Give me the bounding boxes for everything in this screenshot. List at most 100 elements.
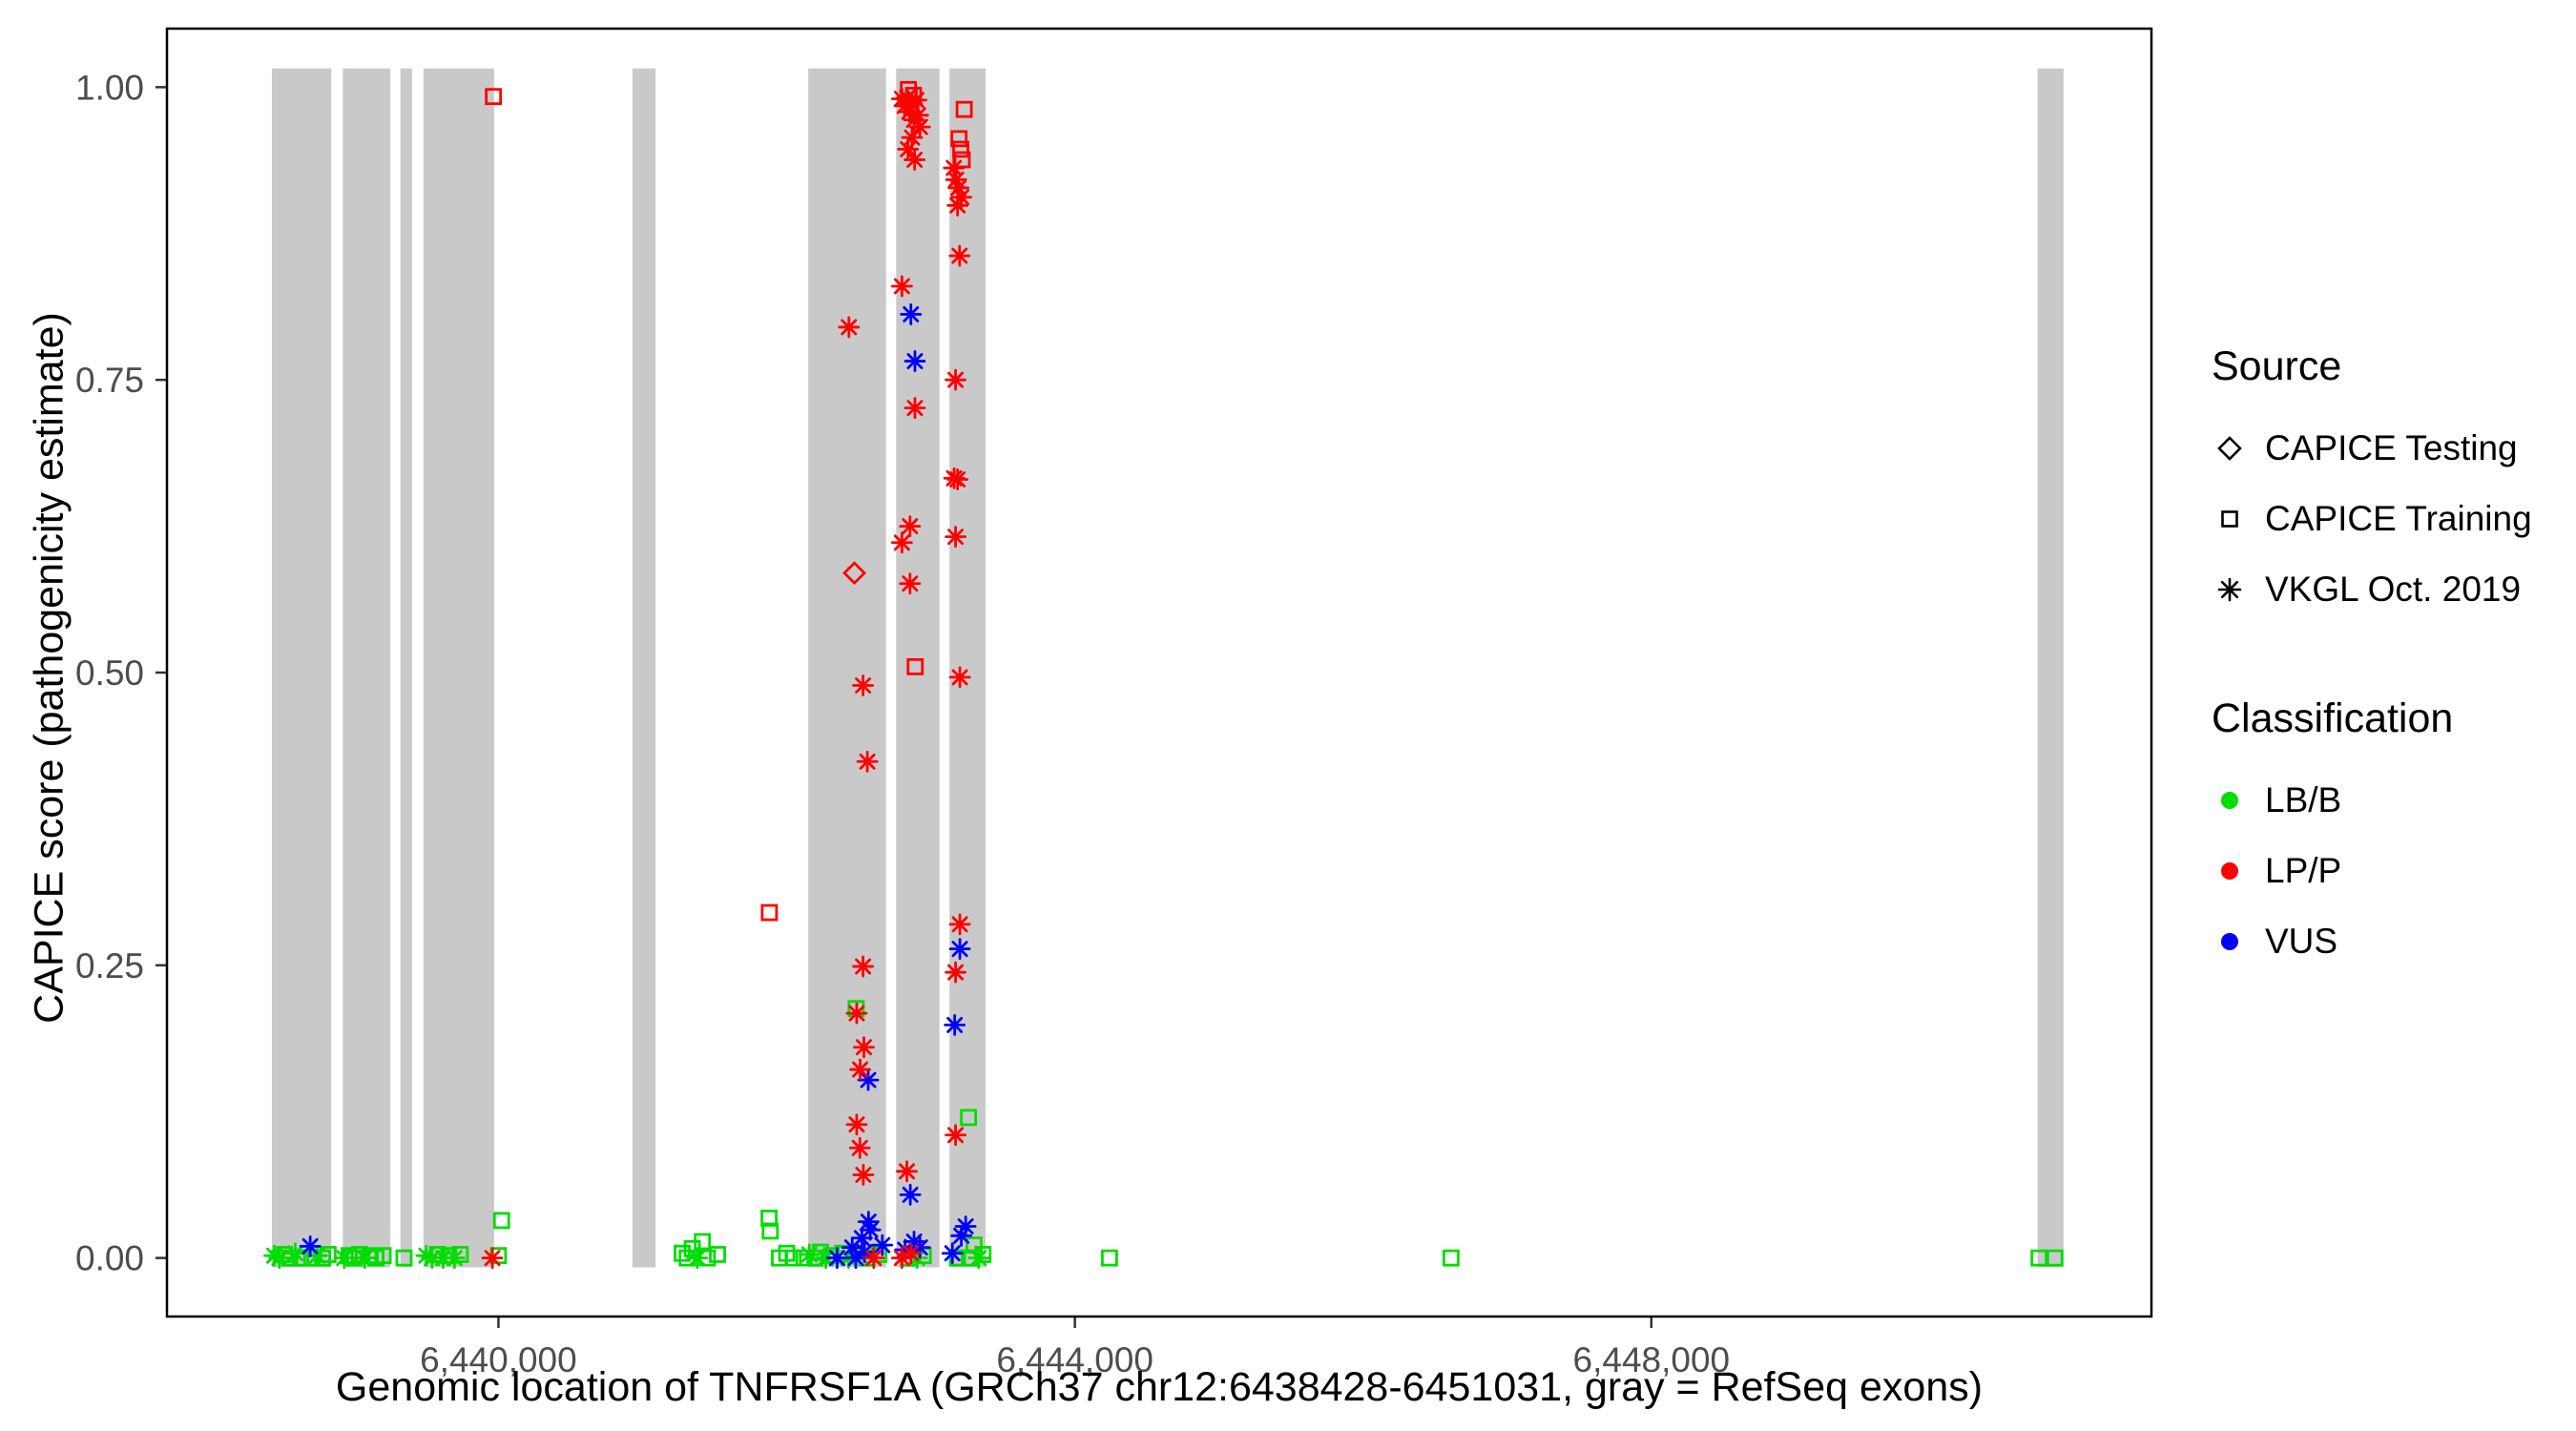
data-point xyxy=(284,1242,306,1265)
legend-item-vkgl: VKGL Oct. 2019 xyxy=(2212,554,2532,625)
data-point xyxy=(850,1227,873,1250)
exon-band xyxy=(949,68,986,1268)
green-dot-icon xyxy=(2212,782,2248,819)
data-point xyxy=(948,666,971,689)
y-tick-label: 0.25 xyxy=(75,946,144,985)
data-point xyxy=(954,1215,977,1237)
data-point xyxy=(945,961,966,984)
data-point xyxy=(709,1246,726,1263)
y-tick-label: 0.75 xyxy=(75,361,144,400)
data-point xyxy=(947,176,969,199)
data-point xyxy=(2046,1249,2064,1267)
legend-label: VKGL Oct. 2019 xyxy=(2265,570,2522,609)
data-point xyxy=(341,1247,358,1265)
data-point xyxy=(908,1236,931,1258)
data-point xyxy=(904,397,926,420)
data-point xyxy=(908,115,931,138)
diamond-icon xyxy=(2212,430,2248,467)
data-point xyxy=(948,913,971,936)
data-point xyxy=(890,275,913,298)
data-point xyxy=(899,1183,922,1206)
exon-band xyxy=(423,68,494,1268)
data-point xyxy=(945,368,966,391)
data-point xyxy=(900,1242,923,1265)
data-point xyxy=(897,138,920,160)
data-point xyxy=(844,1247,867,1270)
data-point xyxy=(443,1247,466,1270)
data-point xyxy=(395,1249,413,1267)
panel-border xyxy=(165,27,2153,1318)
y-tick-label: 1.00 xyxy=(75,68,144,107)
data-point xyxy=(950,130,968,148)
data-point xyxy=(842,561,867,586)
data-point xyxy=(841,1236,863,1258)
data-point xyxy=(852,955,874,978)
legend: Source CAPICE Testing CAPICE Training VK… xyxy=(2212,343,2532,977)
exon-band xyxy=(271,68,332,1268)
data-point xyxy=(845,1002,868,1025)
data-point xyxy=(485,88,503,106)
exon-band xyxy=(400,68,412,1268)
data-point xyxy=(941,1242,964,1265)
data-point xyxy=(760,1210,778,1227)
exon-band xyxy=(2037,68,2064,1268)
data-point xyxy=(694,1233,712,1251)
data-point xyxy=(674,1244,691,1262)
data-point xyxy=(950,186,972,209)
legend-label: LP/P xyxy=(2265,851,2342,890)
data-point xyxy=(268,1247,291,1270)
legend-item-capice-training: CAPICE Training xyxy=(2212,484,2532,554)
data-point xyxy=(900,303,923,325)
data-point xyxy=(1100,1249,1118,1267)
legend-item-lpp: LP/P xyxy=(2212,836,2532,906)
data-point xyxy=(299,1234,322,1257)
data-point xyxy=(853,1036,875,1059)
data-point xyxy=(896,1160,918,1183)
data-point xyxy=(857,1068,880,1091)
data-point xyxy=(432,1247,454,1270)
asterisk-icon xyxy=(2212,571,2248,608)
legend-group-source: Source CAPICE Testing CAPICE Training VK… xyxy=(2212,343,2532,625)
data-point xyxy=(955,100,973,118)
data-point xyxy=(280,1249,299,1267)
data-point xyxy=(946,468,969,490)
data-point xyxy=(948,1249,966,1267)
x-tick-label: 6,448,000 xyxy=(1573,1340,1731,1379)
data-point xyxy=(849,1058,871,1081)
data-point xyxy=(305,1244,328,1267)
data-point xyxy=(894,1238,917,1261)
data-point xyxy=(2030,1249,2048,1267)
data-point xyxy=(871,1234,894,1256)
exon-band xyxy=(896,68,940,1268)
data-point xyxy=(838,316,861,339)
data-point xyxy=(904,149,926,171)
data-point xyxy=(1442,1249,1460,1267)
legend-item-lbb: LB/B xyxy=(2212,765,2532,836)
data-point xyxy=(899,515,922,537)
legend-group-classification: Classification LB/B LP/P VUS xyxy=(2212,695,2532,977)
data-point xyxy=(857,1211,880,1233)
data-point xyxy=(415,1244,438,1267)
legend-item-capice-testing: CAPICE Testing xyxy=(2212,413,2532,484)
exon-band xyxy=(808,68,886,1268)
y-tick-label: 0.00 xyxy=(75,1239,144,1278)
data-point xyxy=(333,1247,356,1270)
data-point xyxy=(815,1247,838,1270)
data-point xyxy=(853,1241,876,1263)
data-point xyxy=(906,657,924,675)
data-point xyxy=(374,1247,392,1265)
legend-label: CAPICE Testing xyxy=(2265,428,2518,467)
data-point xyxy=(481,1247,504,1270)
data-point xyxy=(760,903,779,922)
data-point xyxy=(906,104,929,127)
data-point xyxy=(974,1246,992,1263)
exon-band xyxy=(343,68,391,1268)
data-point xyxy=(698,1249,717,1267)
x-axis-title: Genomic location of TNFRSF1A (GRCh37 chr… xyxy=(335,1364,1984,1410)
y-axis-title: CAPICE score (pathogenicity estimate) xyxy=(26,312,73,1024)
data-point xyxy=(948,938,971,961)
legend-label: CAPICE Training xyxy=(2265,499,2532,538)
data-point xyxy=(862,1247,885,1270)
data-point xyxy=(856,750,879,773)
x-tick-label: 6,444,000 xyxy=(996,1340,1153,1379)
